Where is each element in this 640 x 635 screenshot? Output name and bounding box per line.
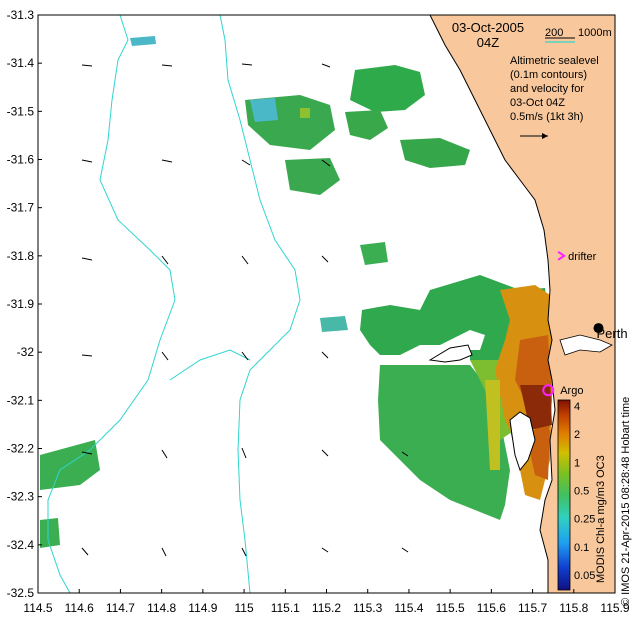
y-tick-label: -32.2 <box>7 442 35 456</box>
colorbar-tick-label: 0.05 <box>574 570 595 582</box>
colorbar <box>557 399 571 591</box>
x-tick-label: 114.5 <box>23 601 52 615</box>
x-tick-label: 115.1 <box>271 601 300 615</box>
colorbar-tick-label: 2 <box>574 429 580 441</box>
x-axis: 114.5 114.6 114.7 114.8 114.9 115 115.1 115.2 11… <box>23 589 630 615</box>
description-line-4: 03-Oct 04Z <box>510 97 565 109</box>
description-line-2: (0.1m contours) <box>510 69 587 81</box>
colorbar-tick-label: 0.25 <box>574 514 595 526</box>
x-tick-label: 115.9 <box>600 601 629 615</box>
y-tick-label: -32.4 <box>7 538 35 552</box>
colorbar-tick-label: 0.1 <box>574 542 589 554</box>
y-tick-label: -31.7 <box>7 201 35 215</box>
colorbar-caption: MODIS Chl-a mg/m3 OC3 <box>595 455 607 583</box>
y-tick-label: -32.5 <box>7 586 35 600</box>
perth-label: Perth <box>597 326 628 341</box>
bathymetry-contours <box>47 15 301 593</box>
y-axis: -31.3 -31.4 -31.5 -31.6 -31.7 -31.8 -31.9 -32 -3… <box>7 8 42 600</box>
legend-200m-label: 200 <box>545 27 563 39</box>
swan-river <box>559 334 613 356</box>
y-tick-label: -31.3 <box>7 8 35 22</box>
drifter-label: drifter <box>568 251 596 263</box>
y-tick-label: -31.5 <box>7 104 35 118</box>
x-tick-label: 114.9 <box>188 601 217 615</box>
time-label: 04Z <box>477 35 499 50</box>
x-tick-label: 115 <box>235 601 254 615</box>
credit-text: © IMOS 21-Apr-2015 08:28:48 Hobart time <box>620 397 632 606</box>
velocity-arrows <box>81 63 409 557</box>
scale-arrow-icon <box>520 133 548 139</box>
y-tick-label: -31.6 <box>7 153 35 167</box>
x-tick-label: 114.8 <box>147 601 176 615</box>
chlorophyll-layer <box>40 36 555 548</box>
description-block: Altimetric sealevel (0.1m contours) and … <box>510 55 599 123</box>
y-tick-label: -32 <box>17 345 35 359</box>
description-line-1: Altimetric sealevel <box>510 55 599 67</box>
argo-marker-icon <box>542 384 555 397</box>
y-tick-label: -32.3 <box>7 490 35 504</box>
description-line-5: 0.5m/s (1kt 3h) <box>510 111 583 123</box>
y-tick-label: -31.8 <box>7 249 35 263</box>
colorbar-tick-label: 1 <box>574 457 580 469</box>
drifter-marker-icon <box>557 251 566 261</box>
date-label: 03-Oct-2005 <box>452 20 524 35</box>
legend-1000m-label: 1000m <box>578 27 612 39</box>
x-tick-label: 115.4 <box>394 601 423 615</box>
y-tick-label: -31.9 <box>7 297 35 311</box>
colorbar-ticks: 4 2 1 0.5 0.25 0.1 0.05 <box>574 401 595 582</box>
perth-marker-icon <box>593 323 604 334</box>
y-tick-label: -31.4 <box>7 56 35 70</box>
x-tick-label: 115.5 <box>436 601 465 615</box>
x-tick-label: 115.2 <box>312 601 341 615</box>
colorbar-tick-label: 0.5 <box>574 486 589 498</box>
x-tick-label: 114.6 <box>65 601 94 615</box>
colorbar-tick-label: 4 <box>574 401 580 413</box>
islands <box>428 344 536 472</box>
x-tick-label: 115.8 <box>559 601 588 615</box>
x-tick-label: 114.7 <box>106 601 135 615</box>
description-line-3: and velocity for <box>510 83 584 95</box>
y-tick-label: -32.1 <box>7 393 35 407</box>
x-tick-label: 115.6 <box>477 601 506 615</box>
x-tick-label: 115.7 <box>518 601 547 615</box>
argo-label: Argo <box>560 385 583 397</box>
x-tick-label: 115.3 <box>353 601 382 615</box>
